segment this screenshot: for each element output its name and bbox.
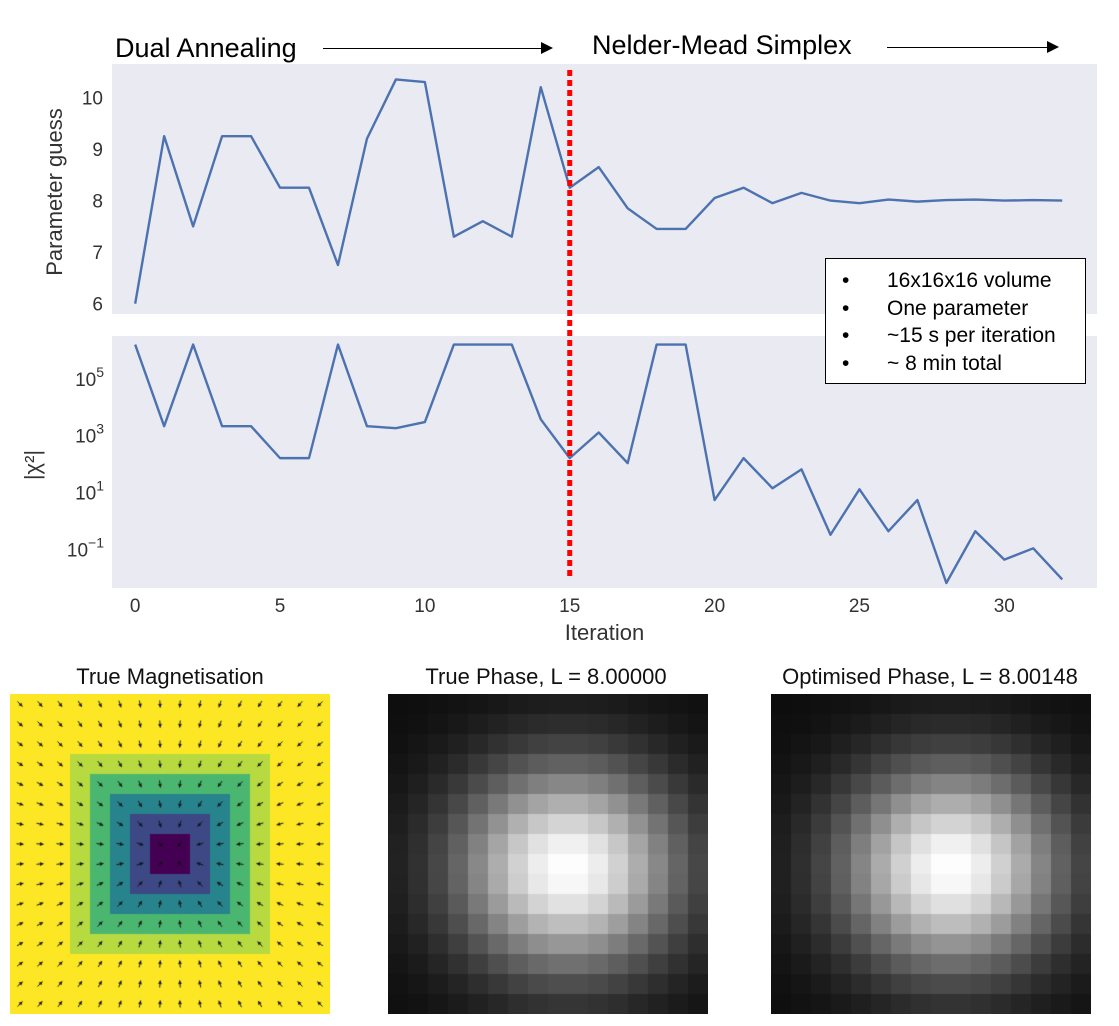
info-item: • One parameter <box>842 295 1077 323</box>
chart1-ylabel: Parameter guess <box>42 108 67 276</box>
true-phase-title: True Phase, L = 8.00000 <box>425 664 667 689</box>
chart2-xtick-label: 30 <box>994 596 1015 617</box>
chart2-xtick-label: 0 <box>130 596 141 617</box>
chart2-xtick-label: 15 <box>559 596 580 617</box>
chart2-ytick-label: 105 <box>75 364 104 391</box>
chart2-series-line <box>134 343 1064 585</box>
nelder-mead-arrow <box>887 41 1059 53</box>
bullet: • <box>842 269 850 292</box>
bullet: • <box>842 351 850 375</box>
chart1-ytick-label: 6 <box>92 295 103 316</box>
info-item-text: One parameter <box>887 296 1029 320</box>
chart2-ytick-label: 103 <box>75 421 104 448</box>
optimised-phase-title: Optimised Phase, L = 8.00148 <box>782 664 1078 689</box>
chart1-ytick-label: 8 <box>92 192 103 213</box>
dual-annealing-header: Dual Annealing <box>115 33 297 63</box>
magnetisation-title: True Magnetisation <box>76 664 264 689</box>
info-item-text: ~15 s per iteration <box>887 324 1056 347</box>
dual-annealing-arrow <box>323 42 553 54</box>
chart2-ytick-label: 10−1 <box>67 534 104 561</box>
optimised-phase-map <box>771 694 1091 1014</box>
chart1-ytick-label: 9 <box>92 140 103 161</box>
chart1-ytick-label: 10 <box>82 89 103 110</box>
chart2-xtick-label: 25 <box>849 596 870 617</box>
chart1-ytick-label: 7 <box>92 243 103 264</box>
chart2-ylabel: |χ²| <box>20 450 45 480</box>
chart1-series-line <box>133 78 1063 304</box>
bullet: • <box>842 296 850 320</box>
info-item: • 16x16x16 volume <box>842 267 1077 295</box>
true-phase-map <box>388 694 708 1014</box>
info-item-text: ~ 8 min total <box>887 351 1002 375</box>
info-item-text: 16x16x16 volume <box>887 269 1052 292</box>
chart2-xtick-label: 10 <box>414 596 435 617</box>
chart2-xtick-label: 5 <box>275 596 286 617</box>
info-item: • ~ 8 min total <box>842 350 1077 378</box>
magnetisation-map <box>10 694 330 1014</box>
bullet: • <box>842 324 850 347</box>
chart2-xlabel: Iteration <box>565 620 645 645</box>
info-item: • ~15 s per iteration <box>842 322 1077 350</box>
chart2-ytick-label: 101 <box>75 478 104 505</box>
info-box: • 16x16x16 volume • One parameter • ~15 s p… <box>825 258 1086 384</box>
chart2-xtick-label: 20 <box>704 596 725 617</box>
nelder-mead-header: Nelder-Mead Simplex <box>592 30 852 60</box>
